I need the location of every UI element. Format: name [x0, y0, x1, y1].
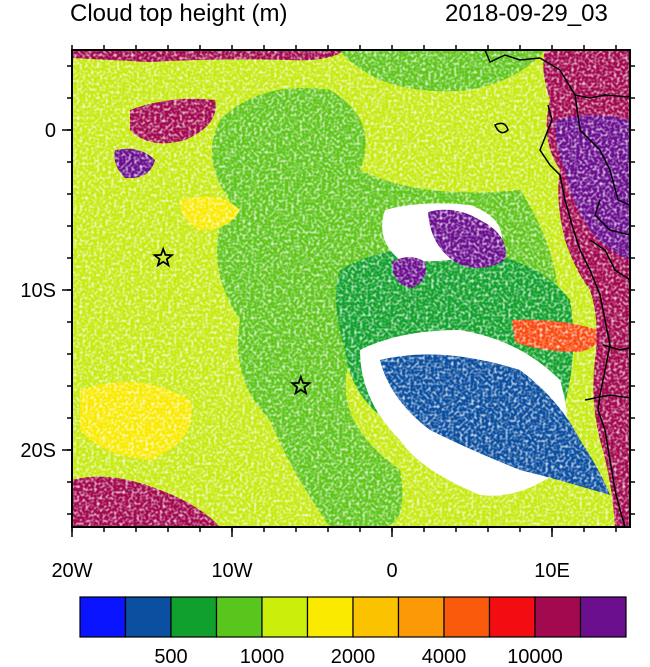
x-tick-label: 10E	[534, 560, 570, 582]
map-frame	[71, 49, 631, 528]
border-2	[594, 199, 630, 236]
coastline-north	[484, 50, 630, 99]
border-1	[574, 94, 630, 206]
site-markers	[152, 246, 312, 396]
colorbar-swatch	[488, 596, 536, 638]
colorbar-swatch	[261, 596, 309, 638]
colorbar-swatch	[352, 596, 400, 638]
timestamp-title: 2018-09-29_03	[445, 0, 608, 27]
x-tick-label: 10W	[211, 560, 252, 582]
colorbar-label: 4000	[422, 646, 467, 667]
coastline-africa	[539, 104, 626, 527]
cloud-texture	[72, 50, 630, 527]
colorbar-swatch	[306, 596, 354, 638]
star-marker-1	[152, 246, 175, 268]
colorbar: 500 1000 2000 4000 10000	[79, 596, 627, 667]
colorbar-swatch	[215, 596, 263, 638]
figure-title: Cloud top height (m)	[70, 0, 288, 27]
coastline	[484, 50, 630, 527]
colorbar-swatch	[534, 596, 582, 638]
y-tick-label: 0	[45, 120, 56, 142]
tick-marks	[62, 45, 635, 537]
colorbar-swatch	[124, 596, 172, 638]
y-tick-label: 10S	[20, 280, 56, 302]
colorbar-swatch	[443, 596, 491, 638]
colorbar-swatch	[170, 596, 218, 638]
y-tick-label: 20S	[20, 440, 56, 462]
colorbar-label: 2000	[331, 646, 376, 667]
colorbar-swatch	[579, 596, 627, 638]
colorbar-label: 1000	[240, 646, 285, 667]
axis-labels: 20W 10W 0 10E 0 10S 20S	[20, 120, 569, 582]
x-tick-label: 20W	[51, 560, 92, 582]
x-tick-label: 0	[386, 560, 397, 582]
cloud-field	[72, 50, 630, 527]
colorbar-label: 10000	[507, 646, 563, 667]
border-4	[584, 394, 630, 401]
colorbar-swatch	[79, 596, 127, 638]
colorbar-swatch	[397, 596, 445, 638]
star-marker-2	[289, 374, 312, 396]
border-3	[589, 239, 630, 281]
colorbar-label: 500	[154, 646, 187, 667]
island	[494, 122, 509, 134]
border-5	[602, 344, 630, 351]
